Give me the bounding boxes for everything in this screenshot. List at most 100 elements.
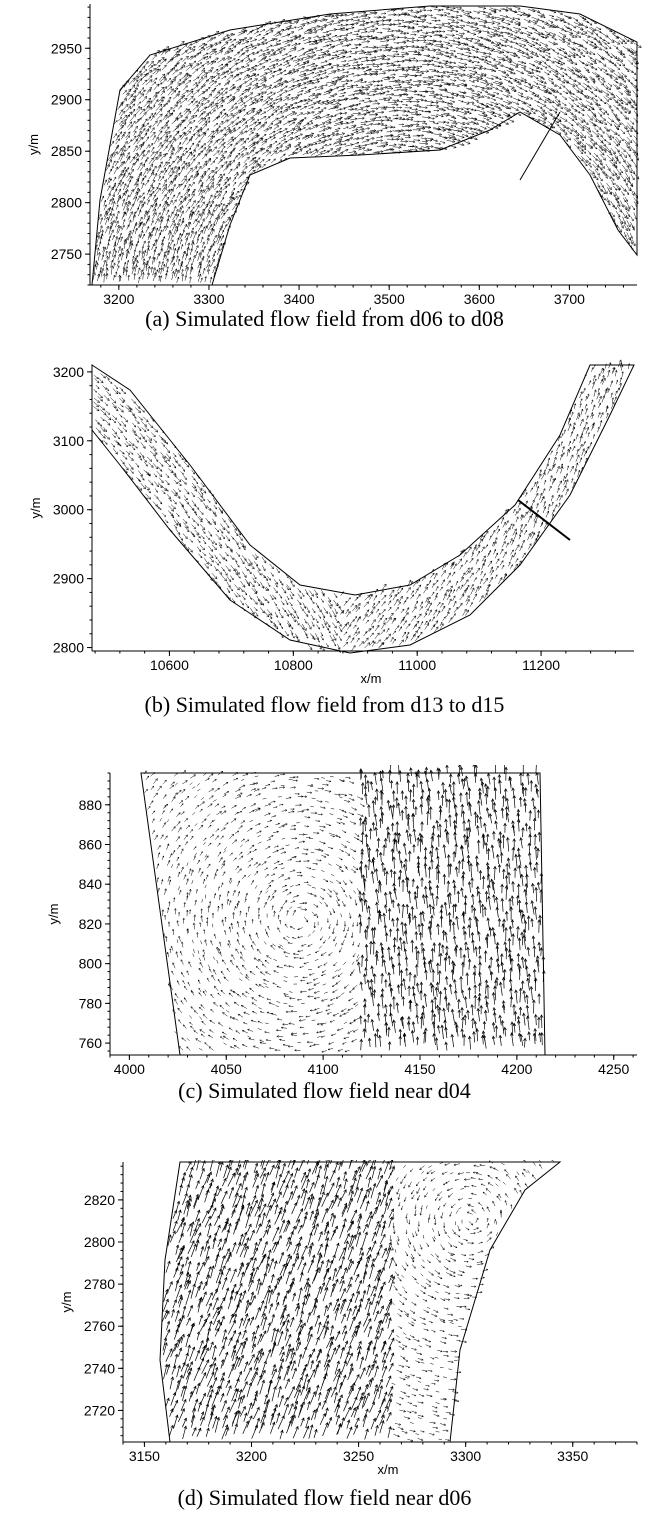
arrow-head (280, 83, 284, 87)
velocity-arrow (336, 65, 346, 68)
velocity-arrow (465, 126, 473, 130)
velocity-arrow (249, 68, 257, 73)
velocity-arrow (550, 89, 556, 93)
velocity-arrow (375, 92, 385, 95)
arrow-head (462, 32, 466, 35)
arrow-head (551, 100, 555, 104)
arrow-head (272, 130, 276, 134)
arrow-head (525, 47, 529, 51)
velocity-arrow (499, 15, 509, 18)
arrow-head (455, 94, 459, 97)
arrow-head (630, 41, 633, 45)
velocity-arrow (428, 63, 435, 66)
arrow-head (346, 44, 350, 48)
arrow-head (445, 113, 449, 117)
arrow-head (324, 72, 327, 75)
arrow-head (407, 109, 411, 113)
arrow-head (403, 41, 407, 45)
velocity-arrow (407, 68, 415, 70)
velocity-arrow (435, 94, 443, 96)
velocity-arrow (232, 73, 240, 80)
arrow-head (483, 6, 487, 10)
velocity-arrow (152, 68, 159, 75)
velocity-arrow (306, 82, 314, 85)
arrow-head (164, 114, 168, 118)
arrow-head (472, 80, 475, 83)
velocity-arrows (92, 5, 642, 284)
velocity-arrow (282, 40, 290, 43)
velocity-arrow (318, 56, 325, 60)
arrow-head (424, 137, 428, 140)
arrow-head (122, 110, 126, 114)
velocity-arrow (463, 107, 469, 110)
velocity-arrow (590, 19, 597, 24)
arrow-head (527, 33, 531, 37)
velocity-arrow (180, 98, 188, 105)
arrow-head (329, 127, 332, 130)
arrow-head (278, 43, 282, 46)
arrow-head (316, 25, 321, 29)
velocity-arrow (617, 51, 623, 55)
arrow-head (439, 132, 443, 137)
velocity-arrow (564, 106, 571, 111)
arrow-head (331, 132, 336, 136)
arrow-head (149, 100, 153, 104)
velocity-arrow (325, 81, 335, 84)
arrow-head (244, 121, 248, 125)
velocity-arrow (227, 33, 234, 37)
velocity-arrow (332, 39, 341, 43)
arrow-head (190, 100, 194, 104)
arrow-head (476, 76, 480, 80)
arrow-head (616, 124, 621, 128)
velocity-arrow (342, 83, 348, 85)
velocity-arrow (360, 31, 368, 34)
velocity-arrow (630, 49, 638, 56)
velocity-arrow (486, 106, 495, 110)
arrow-head (311, 62, 316, 66)
arrow-head (557, 102, 562, 106)
arrow-head (366, 135, 370, 138)
velocity-arrow (368, 46, 377, 48)
arrow-head (361, 128, 365, 131)
velocity-arrow (306, 72, 315, 76)
arrow-head (493, 63, 498, 68)
arrow-head (132, 77, 136, 81)
velocity-arrow (252, 52, 259, 56)
velocity-arrow (626, 136, 633, 143)
arrow-head (382, 91, 386, 95)
velocity-arrow (626, 108, 632, 113)
arrow-head (562, 48, 565, 51)
arrow-head (405, 89, 408, 93)
velocity-arrow (301, 77, 309, 82)
arrow-head (453, 61, 457, 65)
velocity-arrow (335, 133, 345, 136)
arrow-head (219, 129, 223, 133)
arrow-head (363, 11, 367, 15)
arrow-head (477, 30, 482, 34)
velocity-arrow (531, 51, 538, 55)
velocity-arrow (198, 117, 207, 124)
velocity-arrow (566, 30, 573, 34)
arrow-head (520, 95, 524, 98)
arrow-head (280, 63, 283, 66)
arrow-head (431, 79, 436, 83)
arrow-head (500, 31, 504, 34)
arrow-head (284, 103, 288, 106)
arrow-head (403, 24, 407, 29)
arrow-head (540, 32, 544, 36)
arrow-head (460, 19, 464, 22)
arrow-head (463, 24, 466, 27)
arrow-head (385, 141, 389, 145)
velocity-arrow (291, 97, 299, 101)
velocity-arrow (430, 78, 440, 81)
arrow-head (503, 70, 507, 74)
velocity-arrow (347, 67, 356, 70)
velocity-arrow (474, 17, 480, 19)
arrow-head (385, 43, 389, 47)
arrow-head (536, 118, 541, 122)
arrow-head (239, 78, 242, 81)
velocity-arrow (343, 106, 353, 108)
velocity-arrow (483, 61, 489, 64)
arrow-head (470, 16, 473, 19)
arrow-head (146, 136, 149, 139)
